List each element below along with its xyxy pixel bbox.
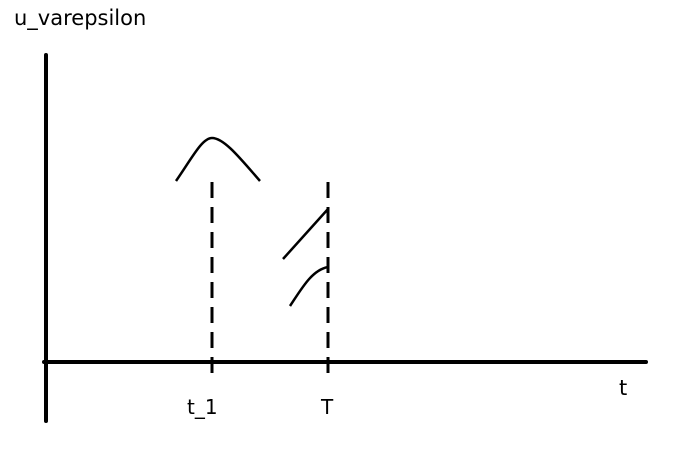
tick-label-t1: t_1 bbox=[187, 395, 218, 419]
y-axis-label: u_varepsilon bbox=[14, 6, 147, 30]
lower-branch-curve bbox=[288, 265, 329, 307]
x-axis-label: t bbox=[619, 376, 628, 400]
upper-branch-curve bbox=[282, 208, 329, 260]
tick-label-T: T bbox=[321, 395, 334, 419]
bump-curve bbox=[174, 136, 261, 182]
